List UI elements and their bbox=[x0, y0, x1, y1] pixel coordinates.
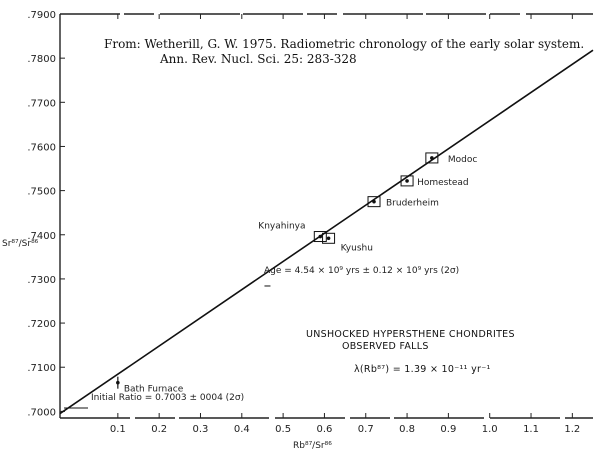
x-tick-label: 0.5 bbox=[275, 424, 291, 435]
x-tick-label: 1.2 bbox=[564, 424, 580, 435]
y-tick-label: .7600 bbox=[27, 142, 56, 153]
point-label: Homestead bbox=[417, 178, 469, 188]
error-box bbox=[425, 152, 439, 164]
point-label: Bruderheim bbox=[386, 199, 439, 209]
data-point bbox=[372, 199, 376, 204]
y-tick-label: .7400 bbox=[27, 231, 56, 242]
point-label: Modoc bbox=[448, 155, 477, 165]
error-box bbox=[313, 231, 327, 243]
y-tick-label: .7800 bbox=[27, 54, 56, 65]
error-box bbox=[400, 175, 414, 187]
x-tick-label: 0.8 bbox=[399, 424, 415, 435]
x-tick-label: 0.4 bbox=[234, 424, 250, 435]
source-citation-line2: Ann. Rev. Nucl. Sci. 25: 283-328 bbox=[159, 52, 357, 66]
x-tick-label: 0.7 bbox=[358, 424, 374, 435]
data-point bbox=[430, 156, 434, 160]
data-point bbox=[405, 179, 409, 183]
annotation-age: Age = 4.54 × 10⁹ yrs ± 0.12 × 10⁹ yrs (2… bbox=[264, 266, 459, 276]
annotation-initial-ratio: Initial Ratio = 0.7003 ± 0004 (2σ) bbox=[91, 393, 244, 403]
point-label: Bath Furnace bbox=[124, 385, 184, 395]
x-tick-label: 0.3 bbox=[193, 424, 209, 435]
error-box bbox=[367, 196, 381, 208]
y-tick-label: .7500 bbox=[27, 187, 56, 198]
annotation-heading1: UNSHOCKED HYPERSTHENE CHONDRITES bbox=[306, 329, 515, 340]
x-tick-label: 0.9 bbox=[440, 424, 456, 435]
y-axis-title: Sr⁸⁷/Sr⁸⁶ bbox=[2, 239, 39, 249]
y-tick-label: .7300 bbox=[27, 275, 56, 286]
annotation-heading2: OBSERVED FALLS bbox=[342, 341, 429, 352]
ticks: .7000 .7100 .7200 .7300 .7400 .7500 .7600 .7700… bbox=[27, 10, 580, 435]
chart-marks: Bath Furnace Knyahinya Kyushu Bruderheim Hom… bbox=[59, 49, 594, 415]
data-point bbox=[116, 380, 120, 385]
source-citation-line1: From: Wetherill, G. W. 1975. Radiometric… bbox=[104, 37, 584, 51]
y-tick-label: .7200 bbox=[27, 319, 56, 330]
error-box bbox=[322, 232, 336, 244]
x-tick-label: 0.1 bbox=[110, 424, 126, 435]
x-tick-label: 0.2 bbox=[151, 424, 167, 435]
x-tick-label: 1.0 bbox=[482, 424, 498, 435]
annotation-decay-constant: λ(Rb⁸⁷) = 1.39 × 10⁻¹¹ yr⁻¹ bbox=[354, 364, 491, 375]
x-tick-label: 0.6 bbox=[316, 424, 332, 435]
data-point bbox=[318, 234, 323, 239]
data-point bbox=[326, 236, 331, 241]
y-tick-label: .7700 bbox=[27, 98, 56, 109]
y-tick-label: .7000 bbox=[27, 407, 56, 418]
x-tick-label: 1.1 bbox=[523, 424, 539, 435]
x-axis-title: Rb⁸⁷/Sr⁸⁶ bbox=[293, 441, 332, 451]
point-label: Kyushu bbox=[341, 243, 373, 253]
y-tick-label: .7900 bbox=[27, 10, 56, 21]
y-tick-label: .7100 bbox=[27, 363, 56, 374]
point-label: Knyahinya bbox=[258, 222, 305, 232]
axes bbox=[59, 13, 593, 419]
